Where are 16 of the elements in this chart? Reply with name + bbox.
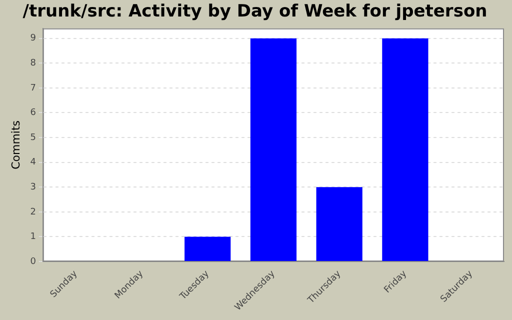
bar <box>184 236 231 262</box>
bar <box>316 187 362 262</box>
y-tick-label: 9 <box>30 34 36 44</box>
chart-title: /trunk/src: Activity by Day of Week for jpeterson <box>22 2 488 22</box>
y-tick-label: 6 <box>30 108 36 118</box>
y-tick-label: 0 <box>30 256 36 267</box>
y-tick-label: 8 <box>30 58 36 68</box>
y-tick-label: 1 <box>30 232 36 242</box>
y-tick-label: 5 <box>30 132 36 143</box>
y-axis-title: Commits <box>9 120 22 170</box>
y-tick-label: 7 <box>30 83 36 94</box>
bar <box>382 38 428 262</box>
bar <box>250 38 297 262</box>
y-tick-label: 4 <box>30 158 36 168</box>
y-tick-label: 2 <box>30 207 36 218</box>
y-tick-label: 3 <box>30 182 36 192</box>
